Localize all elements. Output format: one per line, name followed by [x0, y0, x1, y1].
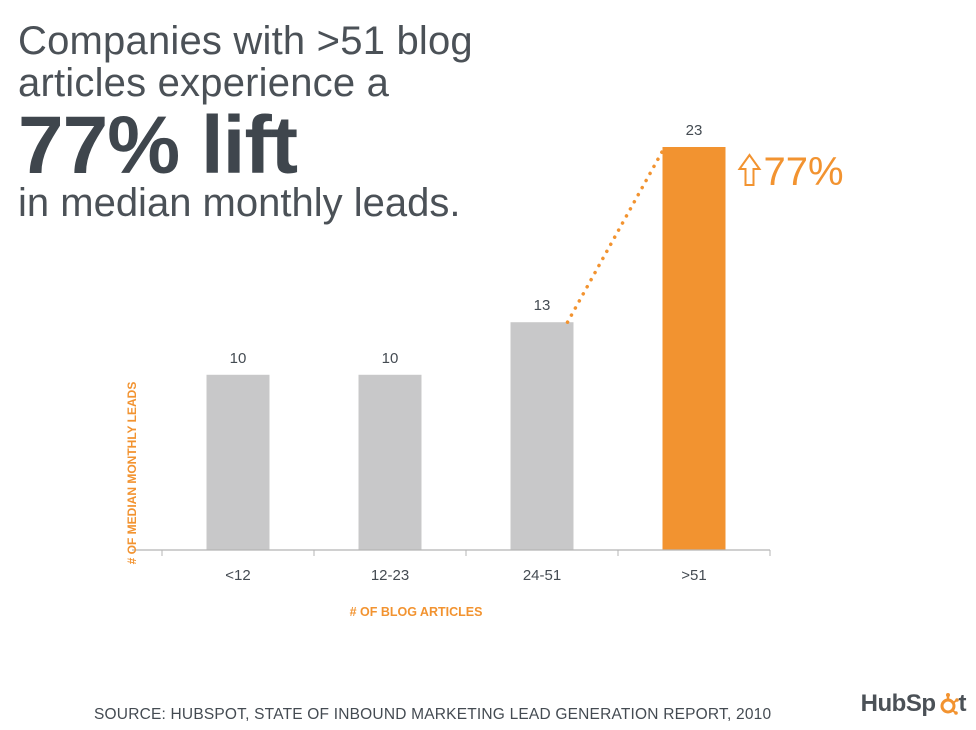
- growth-connector: [565, 149, 665, 324]
- data-label-2: 13: [534, 297, 551, 314]
- logo-text-end: t: [958, 690, 967, 717]
- bar-2: [510, 322, 574, 550]
- bar-0: [206, 374, 270, 550]
- x-axis-label: # OF BLOG ARTICLES: [350, 605, 483, 619]
- data-label-3: 23: [686, 122, 703, 139]
- data-label-1: 10: [382, 350, 399, 367]
- sprocket-icon: [940, 693, 959, 715]
- bar-1: [358, 374, 422, 550]
- headline-stat: 77% lift: [18, 100, 298, 191]
- x-tick-label-2: 24-51: [523, 567, 561, 584]
- source-footnote: SOURCE: HUBSPOT, STATE OF INBOUND MARKET…: [94, 706, 772, 723]
- y-axis-label: # OF MEDIAN MONTHLY LEADS: [125, 382, 139, 565]
- headline-line-2: articles experience a: [18, 61, 390, 105]
- x-tick-label-1: 12-23: [371, 567, 409, 584]
- up-arrow-icon: [737, 153, 762, 186]
- headline-line-4: in median monthly leads.: [18, 181, 461, 225]
- data-label-0: 10: [230, 350, 247, 367]
- headline: Companies with >51 blog articles experie…: [18, 20, 618, 224]
- headline-line-1: Companies with >51 blog: [18, 19, 473, 63]
- lift-annotation: 77%: [764, 150, 844, 194]
- logo-text-start: HubSp: [860, 690, 936, 717]
- hubspot-logo: HubSp t: [860, 690, 967, 718]
- x-tick-label-3: >51: [681, 567, 706, 584]
- x-tick-label-0: <12: [225, 567, 250, 584]
- bar-3: [662, 147, 726, 550]
